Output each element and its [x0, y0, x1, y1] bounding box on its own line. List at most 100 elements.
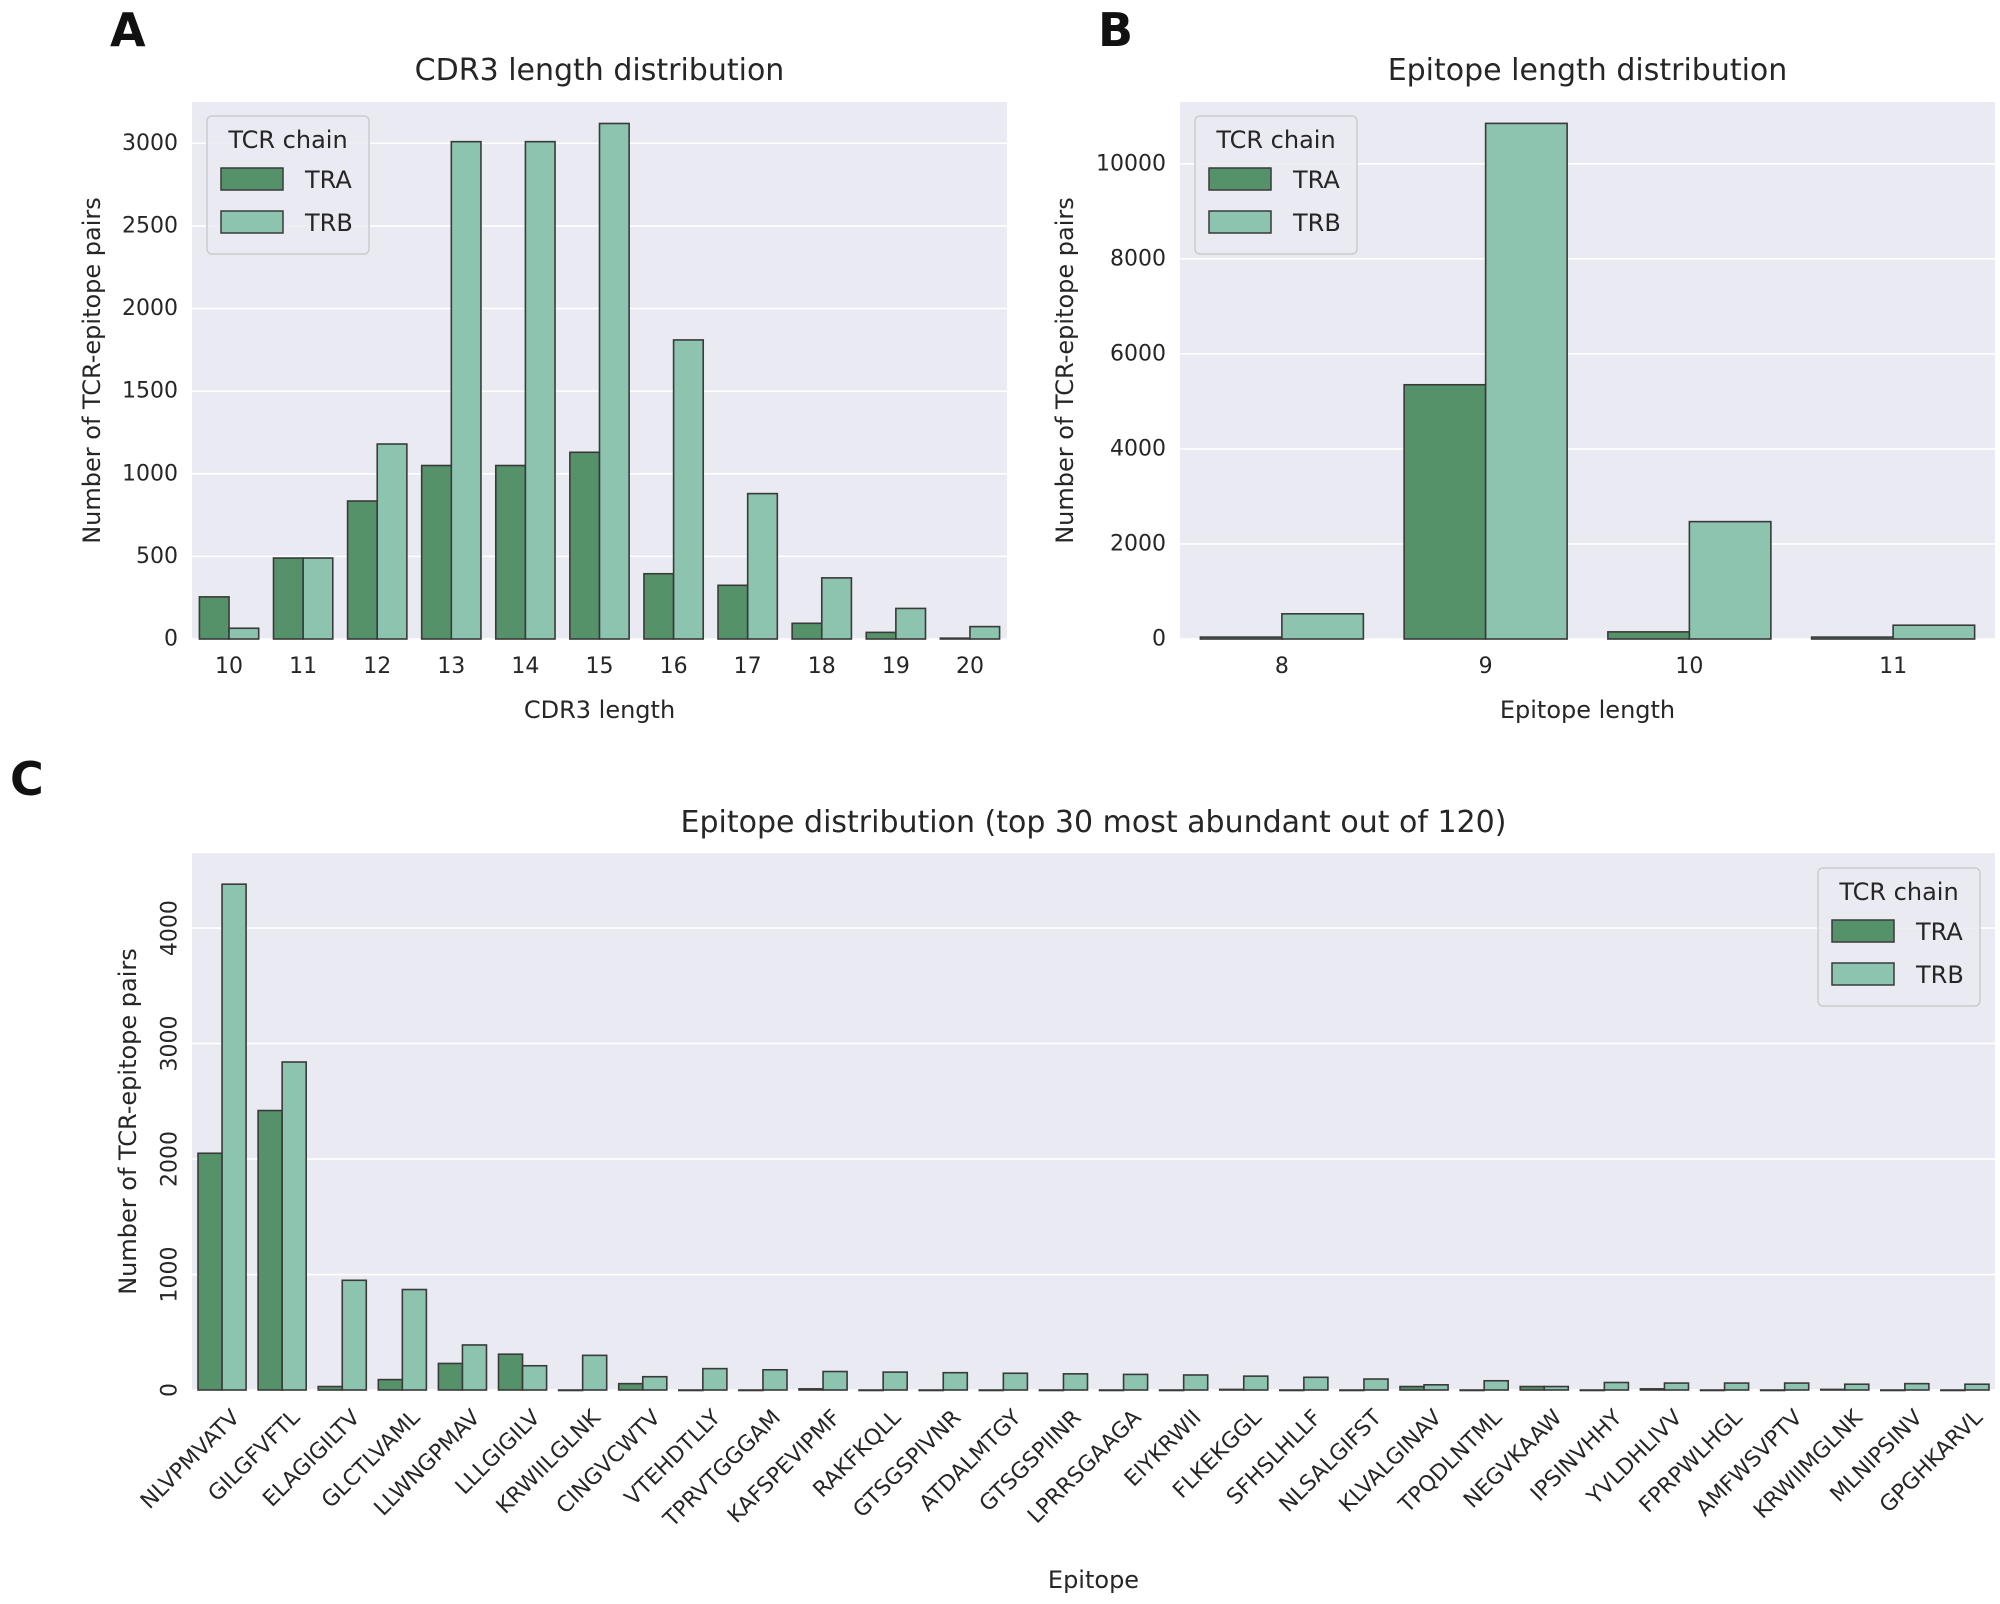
chart-title: Epitope distribution (top 30 most abunda… [681, 805, 1507, 840]
y-axis-label: Number of TCR-epitope pairs [78, 197, 106, 544]
bar-tra-18 [791, 622, 823, 640]
bar-trb-lprrsgaaga [1122, 1373, 1149, 1391]
bar-trb-gtsgspivnr [942, 1371, 969, 1391]
bar-trb-ipsinvhhy [1603, 1381, 1630, 1391]
x-axis-label: CDR3 length [524, 696, 675, 724]
bar-trb-19 [895, 607, 927, 640]
bar-trb-lllgigilv [521, 1364, 548, 1391]
x-tick-label: 15 [586, 654, 614, 679]
bar-tra-sfhslhllf [1279, 1389, 1305, 1392]
x-tick-label: 12 [363, 654, 391, 679]
y-tick-label: 3000 [158, 1016, 183, 1072]
bar-tra-13 [420, 464, 453, 640]
bar-tra-14 [494, 464, 527, 640]
bar-trb-20 [969, 625, 1001, 640]
bar-trb-llwngpmav [461, 1344, 488, 1391]
bar-trb-12 [376, 443, 408, 640]
bar-trb-cingvcwtv [641, 1375, 668, 1391]
bar-trb-kafspevipmf [822, 1370, 848, 1391]
x-tick-label: TPQDLNTML [1394, 1405, 1508, 1519]
bar-tra-gilgfvftl [257, 1109, 283, 1391]
x-tick-label: AMFWSVPTV [1692, 1405, 1808, 1521]
bar-trb-9 [1484, 122, 1568, 640]
legend-label-trb: TRB [1292, 209, 1341, 237]
bar-tra-9 [1403, 383, 1487, 640]
bar-trb-10 [1688, 520, 1772, 640]
legend-swatch-trb [1208, 210, 1272, 234]
bar-tra-gpghkarvl [1940, 1389, 1966, 1392]
bar-tra-amfwsvptv [1759, 1389, 1786, 1392]
x-tick-label: 16 [660, 654, 688, 679]
bar-tra-8 [1199, 636, 1283, 640]
bar-tra-20 [939, 637, 971, 640]
bar-tra-krwiilglnk [557, 1389, 584, 1392]
y-tick-label: 0 [1152, 627, 1166, 652]
legend: TCR chain TRA TRB [1194, 115, 1358, 255]
bar-tra-tprvtgggam [738, 1389, 764, 1392]
bar-trb-sfhslhllf [1303, 1376, 1329, 1391]
bar-tra-flkekggl [1218, 1388, 1245, 1391]
chart-panel-a: A 0 500 1000 1500 2000 2500 3000 10 11 12 13 14 15 16 1… [78, 3, 1007, 724]
bar-trb-15 [598, 122, 630, 640]
bar-tra-nlsalgifst [1339, 1389, 1365, 1392]
x-tick-label: 20 [956, 654, 984, 679]
x-tick-label: 11 [1879, 654, 1907, 679]
x-tick-label: 13 [437, 654, 465, 679]
x-tick-label: GPGHKARVL [1875, 1405, 1988, 1518]
bar-trb-17 [746, 492, 779, 640]
bar-tra-rakfkqll [858, 1389, 884, 1392]
bar-tra-negvkaaw [1519, 1385, 1546, 1391]
x-axis-label: Epitope [1048, 1566, 1139, 1594]
bar-trb-13 [450, 140, 482, 640]
x-tick-label: 18 [808, 654, 836, 679]
x-tick-label: 10 [215, 654, 243, 679]
bar-tra-11 [272, 557, 304, 640]
bar-tra-lllgigilv [497, 1353, 524, 1391]
legend-title: TCR chain [1838, 878, 1958, 906]
y-tick-label: 3000 [122, 131, 178, 156]
x-tick-label: 14 [511, 654, 539, 679]
y-tick-label: 2000 [1110, 531, 1166, 556]
chart-title: Epitope length distribution [1388, 53, 1788, 88]
bar-tra-vtehdtlly [678, 1389, 704, 1392]
legend-swatch-trb [220, 210, 284, 234]
bar-tra-gtsgspivnr [918, 1389, 945, 1392]
bar-tra-gtsgspiinr [1038, 1389, 1065, 1392]
bar-tra-llwngpmav [437, 1362, 464, 1391]
bar-trb-18 [820, 577, 853, 640]
x-tick-label: FPRPWLHGL [1635, 1405, 1748, 1518]
bar-trb-klvalginav [1423, 1384, 1449, 1391]
bar-trb-fprpwlhgl [1723, 1382, 1750, 1391]
y-tick-label: 500 [136, 544, 178, 569]
bar-trb-8 [1281, 613, 1365, 640]
bar-trb-krwiimglnk [1843, 1383, 1870, 1391]
bar-trb-10 [228, 627, 260, 640]
legend: TCR chain TRA TRB [206, 115, 370, 255]
bar-trb-flkekggl [1242, 1375, 1269, 1391]
bar-tra-klvalginav [1399, 1385, 1425, 1391]
bar-trb-gtsgspiinr [1062, 1373, 1089, 1391]
legend-label-trb: TRB [1915, 961, 1964, 989]
x-tick-label: 8 [1275, 654, 1289, 679]
panel-letter: C [10, 752, 44, 806]
x-tick-label: 9 [1479, 654, 1493, 679]
bar-trb-elagigiltv [341, 1279, 368, 1391]
bar-tra-ipsinvhhy [1579, 1389, 1606, 1392]
y-tick-label: 6000 [1110, 341, 1166, 366]
x-tick-label: 19 [882, 654, 910, 679]
y-tick-label: 4000 [158, 900, 183, 956]
bar-trb-11 [302, 557, 334, 640]
bar-tra-nlvpmvatv [197, 1152, 223, 1391]
bar-tra-19 [865, 631, 897, 640]
bar-tra-glctlvaml [377, 1378, 404, 1391]
bar-tra-eiykrwii [1158, 1389, 1185, 1392]
y-tick-label: 10000 [1096, 151, 1166, 176]
bar-trb-tpqdlntml [1483, 1379, 1509, 1391]
bar-trb-negvkaaw [1543, 1385, 1570, 1391]
y-tick-label: 1000 [122, 461, 178, 486]
panel-letter: A [110, 3, 146, 57]
bar-trb-11 [1892, 624, 1976, 640]
y-tick-label: 0 [158, 1383, 183, 1397]
chart-title: CDR3 length distribution [415, 53, 785, 88]
